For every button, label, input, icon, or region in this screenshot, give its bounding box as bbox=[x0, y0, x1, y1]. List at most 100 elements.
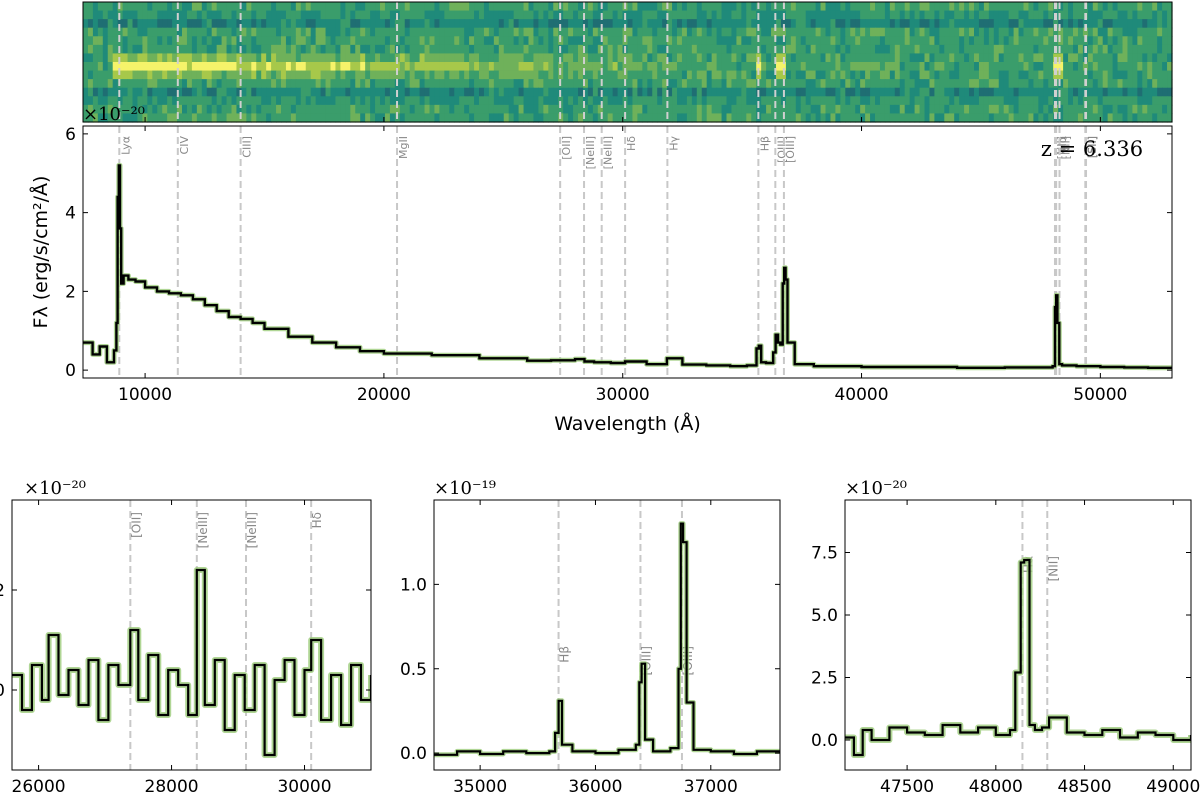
heatmap-cell bbox=[483, 53, 490, 63]
heatmap-cell bbox=[573, 53, 579, 63]
heatmap-cell bbox=[355, 53, 361, 63]
heatmap-cell bbox=[726, 10, 733, 20]
heatmap-cell bbox=[974, 19, 980, 29]
heatmap-cell bbox=[325, 113, 332, 123]
heatmap-cell bbox=[201, 27, 208, 37]
heatmap-cell bbox=[439, 44, 445, 55]
heatmap-cell bbox=[578, 10, 584, 20]
heatmap-cell bbox=[350, 79, 356, 89]
heatmap-cell bbox=[607, 70, 614, 80]
heatmap-cell bbox=[875, 53, 881, 63]
heatmap-cell bbox=[582, 113, 589, 123]
heatmap-cell bbox=[983, 87, 990, 97]
heatmap-cell bbox=[350, 113, 356, 123]
heatmap-cell bbox=[380, 62, 386, 72]
heatmap-cell bbox=[191, 104, 198, 115]
heatmap-cell bbox=[1117, 53, 1124, 63]
heatmap-cell bbox=[310, 70, 317, 80]
heatmap-cell bbox=[157, 27, 163, 37]
heatmap-cell bbox=[508, 104, 515, 115]
heatmap-cell bbox=[1152, 113, 1158, 123]
heatmap-cell bbox=[845, 70, 851, 80]
heatmap-cell bbox=[1137, 96, 1143, 106]
heatmap-cell bbox=[548, 53, 554, 63]
heatmap-cell bbox=[899, 10, 906, 20]
heatmap-cell bbox=[543, 87, 549, 97]
heatmap-cell bbox=[884, 53, 891, 63]
heatmap-cell bbox=[622, 96, 629, 106]
heatmap-cell bbox=[365, 36, 371, 46]
heatmap-cell bbox=[271, 19, 277, 29]
heatmap-cell bbox=[152, 53, 158, 63]
heatmap-cell bbox=[196, 27, 203, 37]
heatmap-cell bbox=[790, 44, 797, 55]
heatmap-cell bbox=[389, 27, 396, 37]
heatmap-cell bbox=[167, 10, 173, 20]
y-tick-label: 6 bbox=[65, 125, 76, 145]
heatmap-cell bbox=[627, 104, 634, 115]
heatmap-cell bbox=[612, 2, 619, 12]
heatmap-cell bbox=[266, 113, 272, 123]
heatmap-cell bbox=[87, 19, 94, 29]
heatmap-cell bbox=[409, 96, 416, 106]
heatmap-cell bbox=[652, 87, 658, 97]
heatmap-cell bbox=[474, 62, 480, 72]
heatmap-cell bbox=[978, 2, 985, 12]
heatmap-cell bbox=[335, 104, 341, 115]
heatmap-cell bbox=[429, 62, 436, 72]
heatmap-cell bbox=[127, 104, 134, 115]
heatmap-cell bbox=[548, 70, 554, 80]
heatmap-cell bbox=[97, 27, 104, 37]
heatmap-cell bbox=[909, 104, 916, 115]
heatmap-cell bbox=[939, 113, 945, 123]
heatmap-cell bbox=[751, 96, 757, 106]
heatmap-cell bbox=[434, 44, 440, 55]
heatmap-cell bbox=[439, 19, 445, 29]
heatmap-cell bbox=[1077, 62, 1084, 72]
heatmap-cell bbox=[1097, 36, 1104, 46]
heatmap-cell bbox=[622, 104, 629, 115]
heatmap-cell bbox=[231, 96, 238, 106]
heatmap-cell bbox=[691, 96, 698, 106]
heatmap-cell bbox=[1063, 87, 1069, 97]
heatmap-cell bbox=[790, 70, 797, 80]
heatmap-cell bbox=[370, 87, 376, 97]
heatmap-cell bbox=[290, 19, 297, 29]
heatmap-cell bbox=[667, 79, 673, 89]
heatmap-cell bbox=[721, 53, 728, 63]
heatmap-cell bbox=[597, 70, 604, 80]
heatmap-cell bbox=[548, 27, 554, 37]
heatmap-cell bbox=[493, 27, 500, 37]
heatmap-cell bbox=[667, 87, 673, 97]
heatmap-cell bbox=[1043, 96, 1049, 106]
heatmap-cell bbox=[929, 104, 935, 115]
heatmap-cell bbox=[909, 10, 916, 20]
heatmap-cell bbox=[904, 70, 911, 80]
heatmap-cell bbox=[776, 79, 782, 89]
heatmap-cell bbox=[1082, 27, 1089, 37]
heatmap-cell bbox=[573, 96, 579, 106]
heatmap-cell bbox=[498, 96, 505, 106]
panel-full-spectrum: Lyα CIV CIII] MgII [OII] [NeIII] [NeIII] Hδ Hγ Hβ… bbox=[29, 104, 1173, 435]
heatmap-cell bbox=[969, 27, 975, 37]
heatmap-cell bbox=[751, 36, 757, 46]
heatmap-cell bbox=[523, 36, 530, 46]
heatmap-cell bbox=[216, 53, 223, 63]
heatmap-cell bbox=[444, 36, 450, 46]
heatmap-cell bbox=[216, 113, 223, 123]
heatmap-cell bbox=[147, 62, 153, 72]
heatmap-cell bbox=[266, 79, 272, 89]
heatmap-cell bbox=[172, 62, 178, 72]
heatmap-2d-spectrum bbox=[82, 1, 1173, 123]
heatmap-cell bbox=[553, 19, 559, 29]
heatmap-cell bbox=[479, 27, 485, 37]
heatmap-cell bbox=[736, 96, 742, 106]
heatmap-cell bbox=[186, 2, 193, 12]
heatmap-cell bbox=[271, 87, 277, 97]
heatmap-cell bbox=[261, 70, 267, 80]
heatmap-cell bbox=[330, 62, 337, 72]
heatmap-cell bbox=[365, 27, 371, 37]
heatmap-cell bbox=[825, 96, 832, 106]
heatmap-cell bbox=[221, 62, 228, 72]
heatmap-cell bbox=[518, 2, 525, 12]
